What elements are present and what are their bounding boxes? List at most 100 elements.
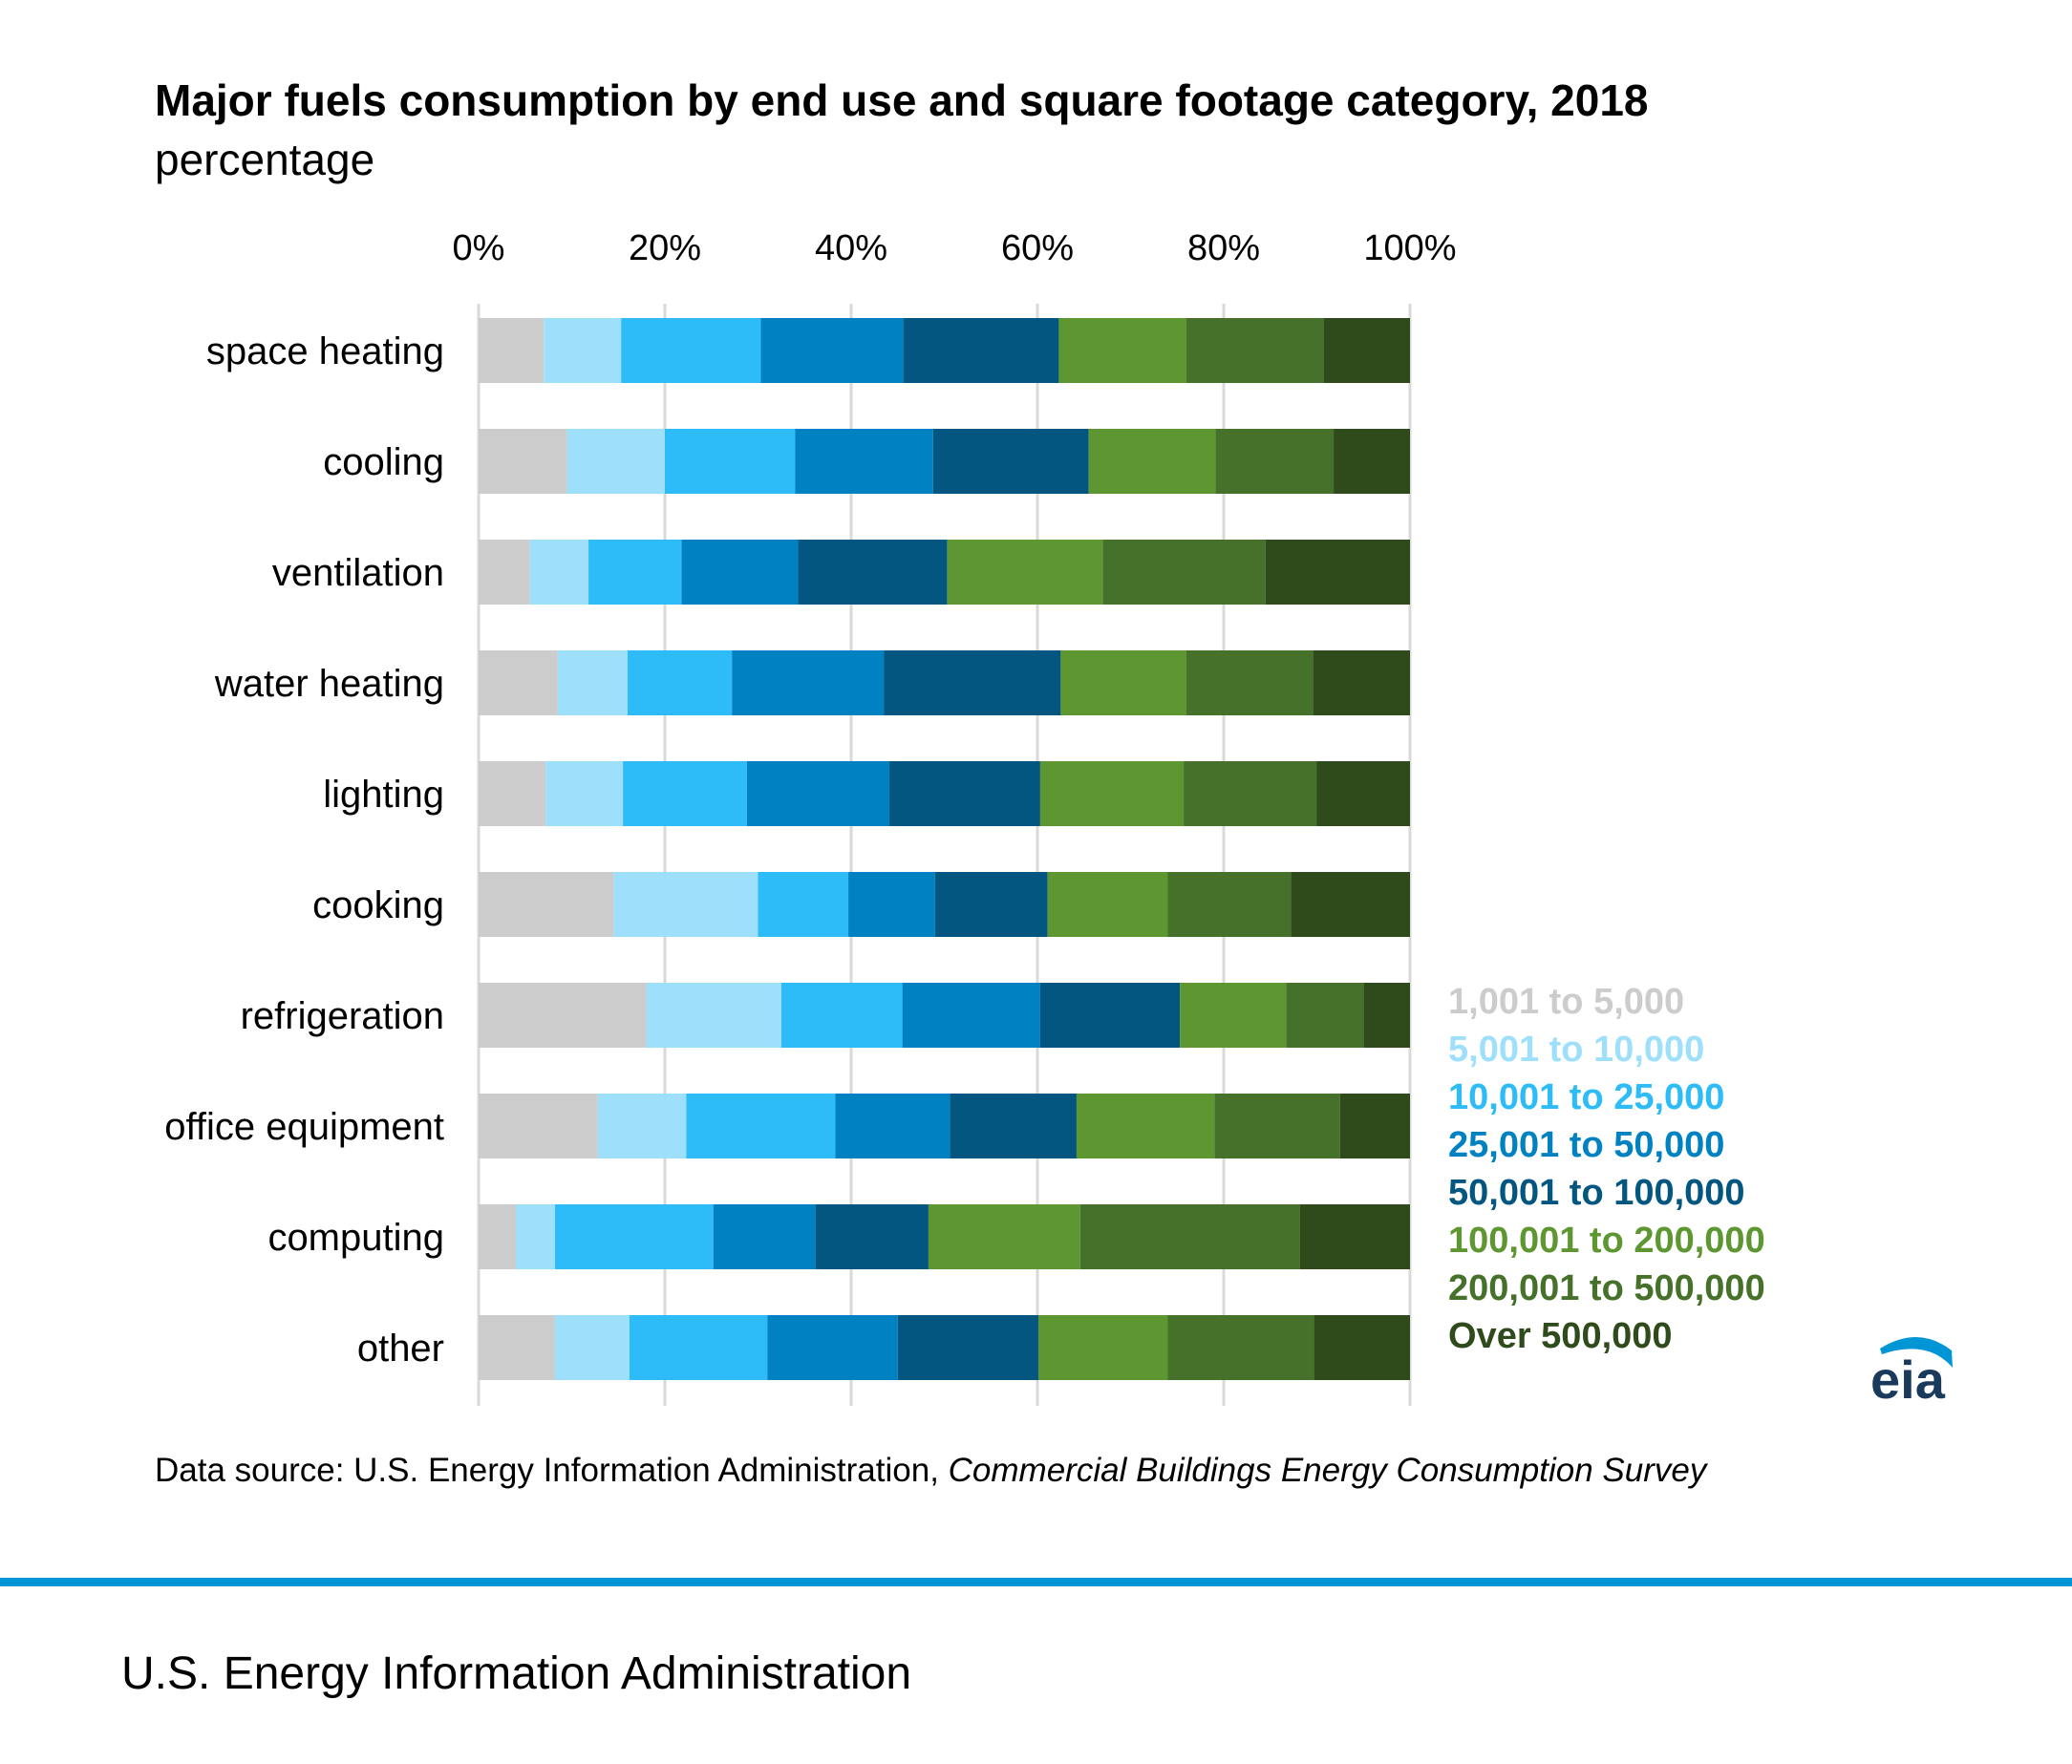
bar-segment	[780, 983, 903, 1048]
bar-segment	[621, 318, 761, 383]
bar-segment	[835, 1094, 951, 1158]
category-label: cooling	[323, 441, 444, 483]
bar-segment	[798, 540, 948, 605]
bar-segment	[479, 540, 530, 605]
bar-segment	[1339, 1094, 1410, 1158]
category-label: water heating	[214, 663, 444, 705]
legend-entry: Over 500,000	[1448, 1316, 1673, 1356]
footer-agency: U.S. Energy Information Administration	[121, 1648, 912, 1699]
bar-segment	[1291, 872, 1410, 937]
bar-segment	[554, 1204, 714, 1269]
bar-segment	[1316, 761, 1410, 826]
bar-segment	[902, 983, 1040, 1048]
category-label: computing	[267, 1217, 444, 1259]
bar-segment	[732, 650, 885, 715]
bar-segment	[479, 1094, 598, 1158]
bar-row	[479, 429, 1410, 494]
bar-segment	[681, 540, 799, 605]
footer-divider	[0, 1578, 2072, 1586]
bar-segment	[554, 1315, 630, 1380]
x-tick-label: 0%	[453, 228, 505, 268]
bar-segment	[1060, 650, 1186, 715]
bar-segment	[1323, 318, 1410, 383]
bar-segment	[932, 429, 1089, 494]
bar-row	[479, 872, 1410, 937]
bar-segment	[479, 983, 647, 1048]
bar-segment	[884, 650, 1061, 715]
bar-segment	[479, 650, 558, 715]
bar-segment	[897, 1315, 1038, 1380]
legend-entry: 200,001 to 500,000	[1448, 1268, 1765, 1308]
bar-segment	[1102, 540, 1266, 605]
bar-segment	[1076, 1094, 1215, 1158]
bar-segment	[795, 429, 933, 494]
x-tick-label: 60%	[1001, 228, 1074, 268]
bar-segment	[479, 1204, 516, 1269]
bar-segment	[566, 429, 665, 494]
bar-segment	[1214, 1094, 1340, 1158]
bar-segment	[888, 761, 1040, 826]
bar-segment	[1167, 872, 1292, 937]
bar-segment	[629, 1315, 768, 1380]
bar-row	[479, 318, 1410, 383]
stacked-bar-chart: 0% 20% 40% 60% 80% 100% space heating cooling v…	[164, 228, 1765, 1406]
bar-segment	[1180, 983, 1287, 1048]
category-label: other	[357, 1328, 444, 1370]
bar-segment	[760, 318, 904, 383]
bar-segment	[479, 318, 545, 383]
x-tick-label: 80%	[1187, 228, 1260, 268]
bar-segment	[1058, 318, 1186, 383]
bar-segment	[1363, 983, 1410, 1048]
bar-segment	[479, 429, 567, 494]
category-labels: space heating cooling ventilation water hea…	[164, 330, 444, 1370]
bar-segment	[848, 872, 935, 937]
bar-segment	[1039, 761, 1185, 826]
bar-segment	[516, 1204, 555, 1269]
bar-segment	[928, 1204, 1080, 1269]
bar-segment	[1299, 1204, 1410, 1269]
legend-entry: 25,001 to 50,000	[1448, 1125, 1724, 1165]
bar-segment	[815, 1204, 929, 1269]
bar-segment	[597, 1094, 687, 1158]
legend-entry: 1,001 to 5,000	[1448, 982, 1684, 1022]
bar-segment	[1265, 540, 1410, 605]
x-tick-label: 40%	[815, 228, 887, 268]
bar-segment	[758, 872, 849, 937]
bar-segment	[545, 761, 624, 826]
bar-segment	[646, 983, 781, 1048]
bar-segment	[628, 650, 733, 715]
bar-segment	[947, 540, 1103, 605]
bar-row	[479, 1204, 1410, 1269]
category-label: lighting	[323, 774, 444, 816]
bar-segment	[1186, 318, 1324, 383]
bar-row	[479, 983, 1410, 1048]
bar-segment	[1215, 429, 1335, 494]
bar-segment	[623, 761, 747, 826]
category-label: office equipment	[164, 1106, 444, 1148]
x-tick-label: 100%	[1363, 228, 1456, 268]
eia-logo: eia	[1870, 1336, 1953, 1406]
chart-title: Major fuels consumption by end use and s…	[155, 75, 1649, 125]
bar-segment	[713, 1204, 816, 1269]
bar-segment	[767, 1315, 898, 1380]
legend-entry: 10,001 to 25,000	[1448, 1077, 1724, 1117]
bar-segment	[1167, 1315, 1314, 1380]
bar-row	[479, 1315, 1410, 1380]
x-axis-ticks: 0% 20% 40% 60% 80% 100%	[453, 228, 1457, 268]
legend-entry: 100,001 to 200,000	[1448, 1221, 1765, 1261]
bar-segment	[1039, 983, 1181, 1048]
bar-segment	[557, 650, 628, 715]
bar-segment	[588, 540, 682, 605]
bar-segment	[1314, 1315, 1410, 1380]
bar-row	[479, 1094, 1410, 1158]
bar-segment	[686, 1094, 836, 1158]
x-tick-label: 20%	[629, 228, 701, 268]
logo-text: eia	[1870, 1350, 1946, 1406]
bar-row	[479, 761, 1410, 826]
legend-entry: 50,001 to 100,000	[1448, 1173, 1745, 1213]
bar-segment	[1334, 429, 1410, 494]
legend: 1,001 to 5,000 5,001 to 10,000 10,001 to 2…	[1448, 982, 1765, 1356]
bar-segment	[544, 318, 622, 383]
category-label: cooking	[312, 884, 444, 926]
source-prefix: Data source: U.S. Energy Information Adm…	[155, 1452, 949, 1489]
